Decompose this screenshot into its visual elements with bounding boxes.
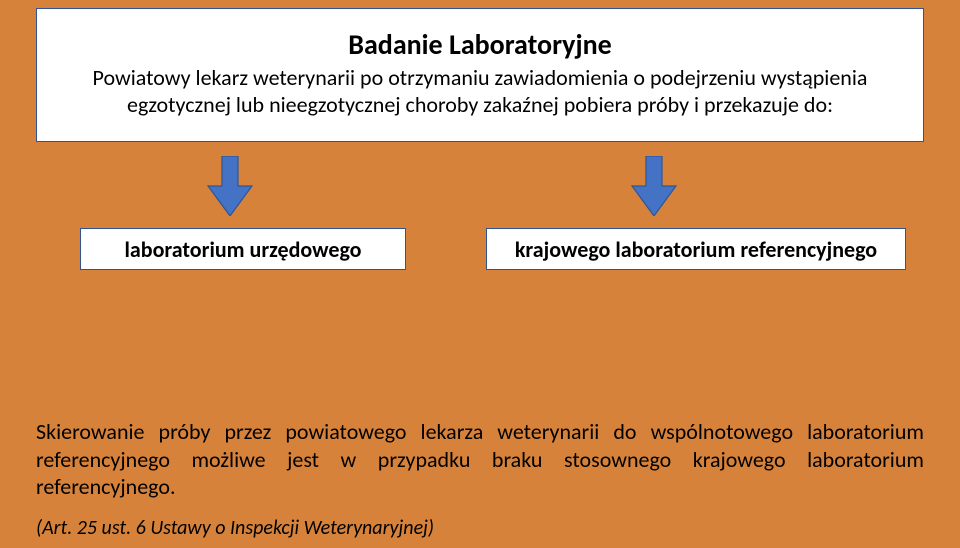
footer-text: Skierowanie próby przez powiatowego leka… [36, 418, 924, 501]
header-title: Badanie Laboratoryjne [55, 29, 905, 61]
lab-label: krajowego laboratorium referencyjnego [515, 236, 877, 263]
arrow-down-icon [202, 156, 258, 216]
lab-box-official: laboratorium urzędowego [80, 228, 406, 270]
footer-citation: (Art. 25 ust. 6 Ustawy o Inspekcji Weter… [36, 516, 434, 540]
header-body: Powiatowy lekarz weterynarii po otrzyman… [55, 64, 905, 119]
header-box: Badanie Laboratoryjne Powiatowy lekarz w… [36, 8, 924, 142]
lab-box-reference: krajowego laboratorium referencyjnego [486, 228, 906, 270]
lab-label: laboratorium urzędowego [125, 236, 362, 263]
arrow-down-icon [626, 156, 682, 216]
